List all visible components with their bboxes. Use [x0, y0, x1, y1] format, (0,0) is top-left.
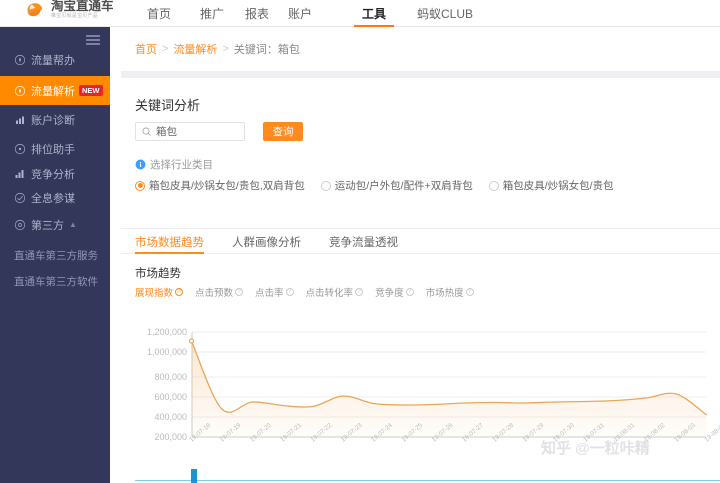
svg-text:1,200,000: 1,200,000 [147, 327, 187, 337]
svg-text:400,000: 400,000 [154, 412, 187, 422]
svg-text:600,000: 600,000 [154, 392, 187, 402]
svg-text:1,000,000: 1,000,000 [147, 347, 187, 357]
svg-text:200,000: 200,000 [154, 432, 187, 442]
svg-text:800,000: 800,000 [154, 372, 187, 382]
